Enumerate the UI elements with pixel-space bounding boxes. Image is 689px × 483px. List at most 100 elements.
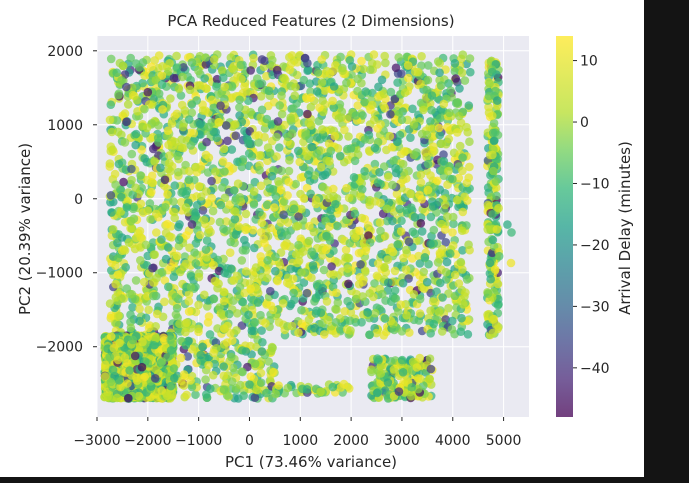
- scatter-point: [306, 87, 315, 96]
- scatter-point: [127, 223, 137, 233]
- scatter-point: [443, 180, 452, 189]
- scatter-point: [221, 121, 231, 130]
- scatter-point: [350, 156, 360, 166]
- scatter-point: [323, 315, 333, 325]
- scatter-point: [299, 75, 309, 85]
- scatter-point: [151, 322, 160, 331]
- scatter-point: [324, 139, 334, 148]
- scatter-point: [191, 163, 201, 172]
- scatter-point: [427, 91, 437, 100]
- scatter-point: [229, 296, 238, 306]
- scatter-point: [437, 165, 447, 175]
- scatter-point: [416, 170, 426, 179]
- scatter-point: [126, 310, 135, 320]
- scatter-point: [200, 290, 209, 300]
- scatter-point: [194, 300, 203, 310]
- scatter-point: [254, 138, 263, 147]
- scatter-point: [172, 51, 181, 61]
- scatter-point: [229, 186, 239, 195]
- scatter-point: [396, 227, 406, 236]
- scatter-point: [414, 316, 424, 325]
- scatter-point: [220, 288, 229, 297]
- scatter-point: [220, 82, 229, 92]
- scatter-point: [147, 187, 156, 197]
- scatter-point: [260, 56, 270, 66]
- scatter-point: [315, 103, 324, 112]
- scatter-point: [434, 123, 444, 133]
- scatter-point: [400, 147, 409, 156]
- scatter-point: [465, 54, 475, 63]
- scatter-point: [256, 228, 266, 237]
- scatter-point: [346, 301, 355, 311]
- scatter-point: [158, 105, 167, 114]
- scatter-point: [318, 283, 328, 293]
- scatter-point: [220, 193, 230, 203]
- scatter-point: [417, 227, 427, 236]
- scatter-point: [366, 65, 375, 74]
- scatter-point: [388, 180, 397, 190]
- scatter-point: [360, 167, 369, 176]
- scatter-point: [160, 276, 170, 285]
- scatter-point: [420, 252, 430, 262]
- scatter-point: [134, 228, 143, 238]
- scatter-point: [419, 284, 429, 294]
- scatter-point: [256, 150, 265, 160]
- scatter-point: [108, 225, 118, 234]
- scatter-point: [299, 194, 309, 203]
- scatter-point: [343, 144, 352, 154]
- scatter-point: [202, 84, 211, 93]
- scatter-point: [146, 214, 155, 224]
- scatter-point: [329, 270, 338, 279]
- scatter-point: [179, 262, 189, 272]
- scatter-point: [312, 306, 321, 316]
- scatter-point: [349, 173, 359, 182]
- scatter-point: [173, 151, 182, 161]
- scatter-point: [351, 233, 360, 243]
- scatter-point: [132, 95, 142, 105]
- scatter-point: [271, 266, 280, 276]
- scatter-point: [350, 209, 360, 219]
- scatter-point: [361, 246, 370, 256]
- scatter-point: [354, 248, 364, 258]
- scatter-point: [297, 305, 306, 315]
- scatter-point: [164, 67, 173, 76]
- scatter-point: [384, 278, 393, 287]
- scatter-point: [107, 208, 116, 217]
- scatter-point: [383, 255, 393, 264]
- scatter-point: [209, 260, 218, 270]
- scatter-point: [177, 100, 187, 110]
- scatter-point: [398, 159, 408, 169]
- scatter-point: [388, 247, 398, 257]
- scatter-point: [122, 117, 131, 127]
- scatter-point: [236, 60, 246, 70]
- scatter-point: [271, 192, 281, 201]
- scatter-point: [422, 277, 432, 287]
- scatter-point: [299, 247, 308, 256]
- scatter-point: [202, 253, 211, 262]
- scatter-point: [184, 175, 194, 184]
- scatter-point: [372, 271, 382, 281]
- scatter-point: [195, 81, 204, 90]
- scatter-point: [219, 224, 228, 234]
- scatter-point: [462, 275, 472, 284]
- scatter-point: [320, 330, 329, 339]
- scatter-point: [249, 200, 259, 209]
- scatter-point: [363, 308, 373, 317]
- scatter-point: [291, 179, 301, 189]
- scatter-point: [149, 144, 158, 154]
- scatter-point: [377, 75, 387, 85]
- scatter-point: [136, 255, 145, 265]
- scatter-point: [263, 255, 272, 265]
- scatter-point: [219, 296, 229, 306]
- scatter-point: [198, 206, 208, 215]
- scatter-point: [447, 325, 457, 334]
- scatter-point: [273, 117, 283, 126]
- scatter-point: [262, 200, 272, 210]
- scatter-point: [419, 105, 428, 115]
- scatter-point: [410, 229, 420, 238]
- scatter-point: [123, 100, 133, 109]
- scatter-point: [423, 75, 433, 85]
- scatter-point: [275, 101, 285, 110]
- scatter-point: [181, 203, 191, 212]
- scatter-point: [127, 175, 136, 185]
